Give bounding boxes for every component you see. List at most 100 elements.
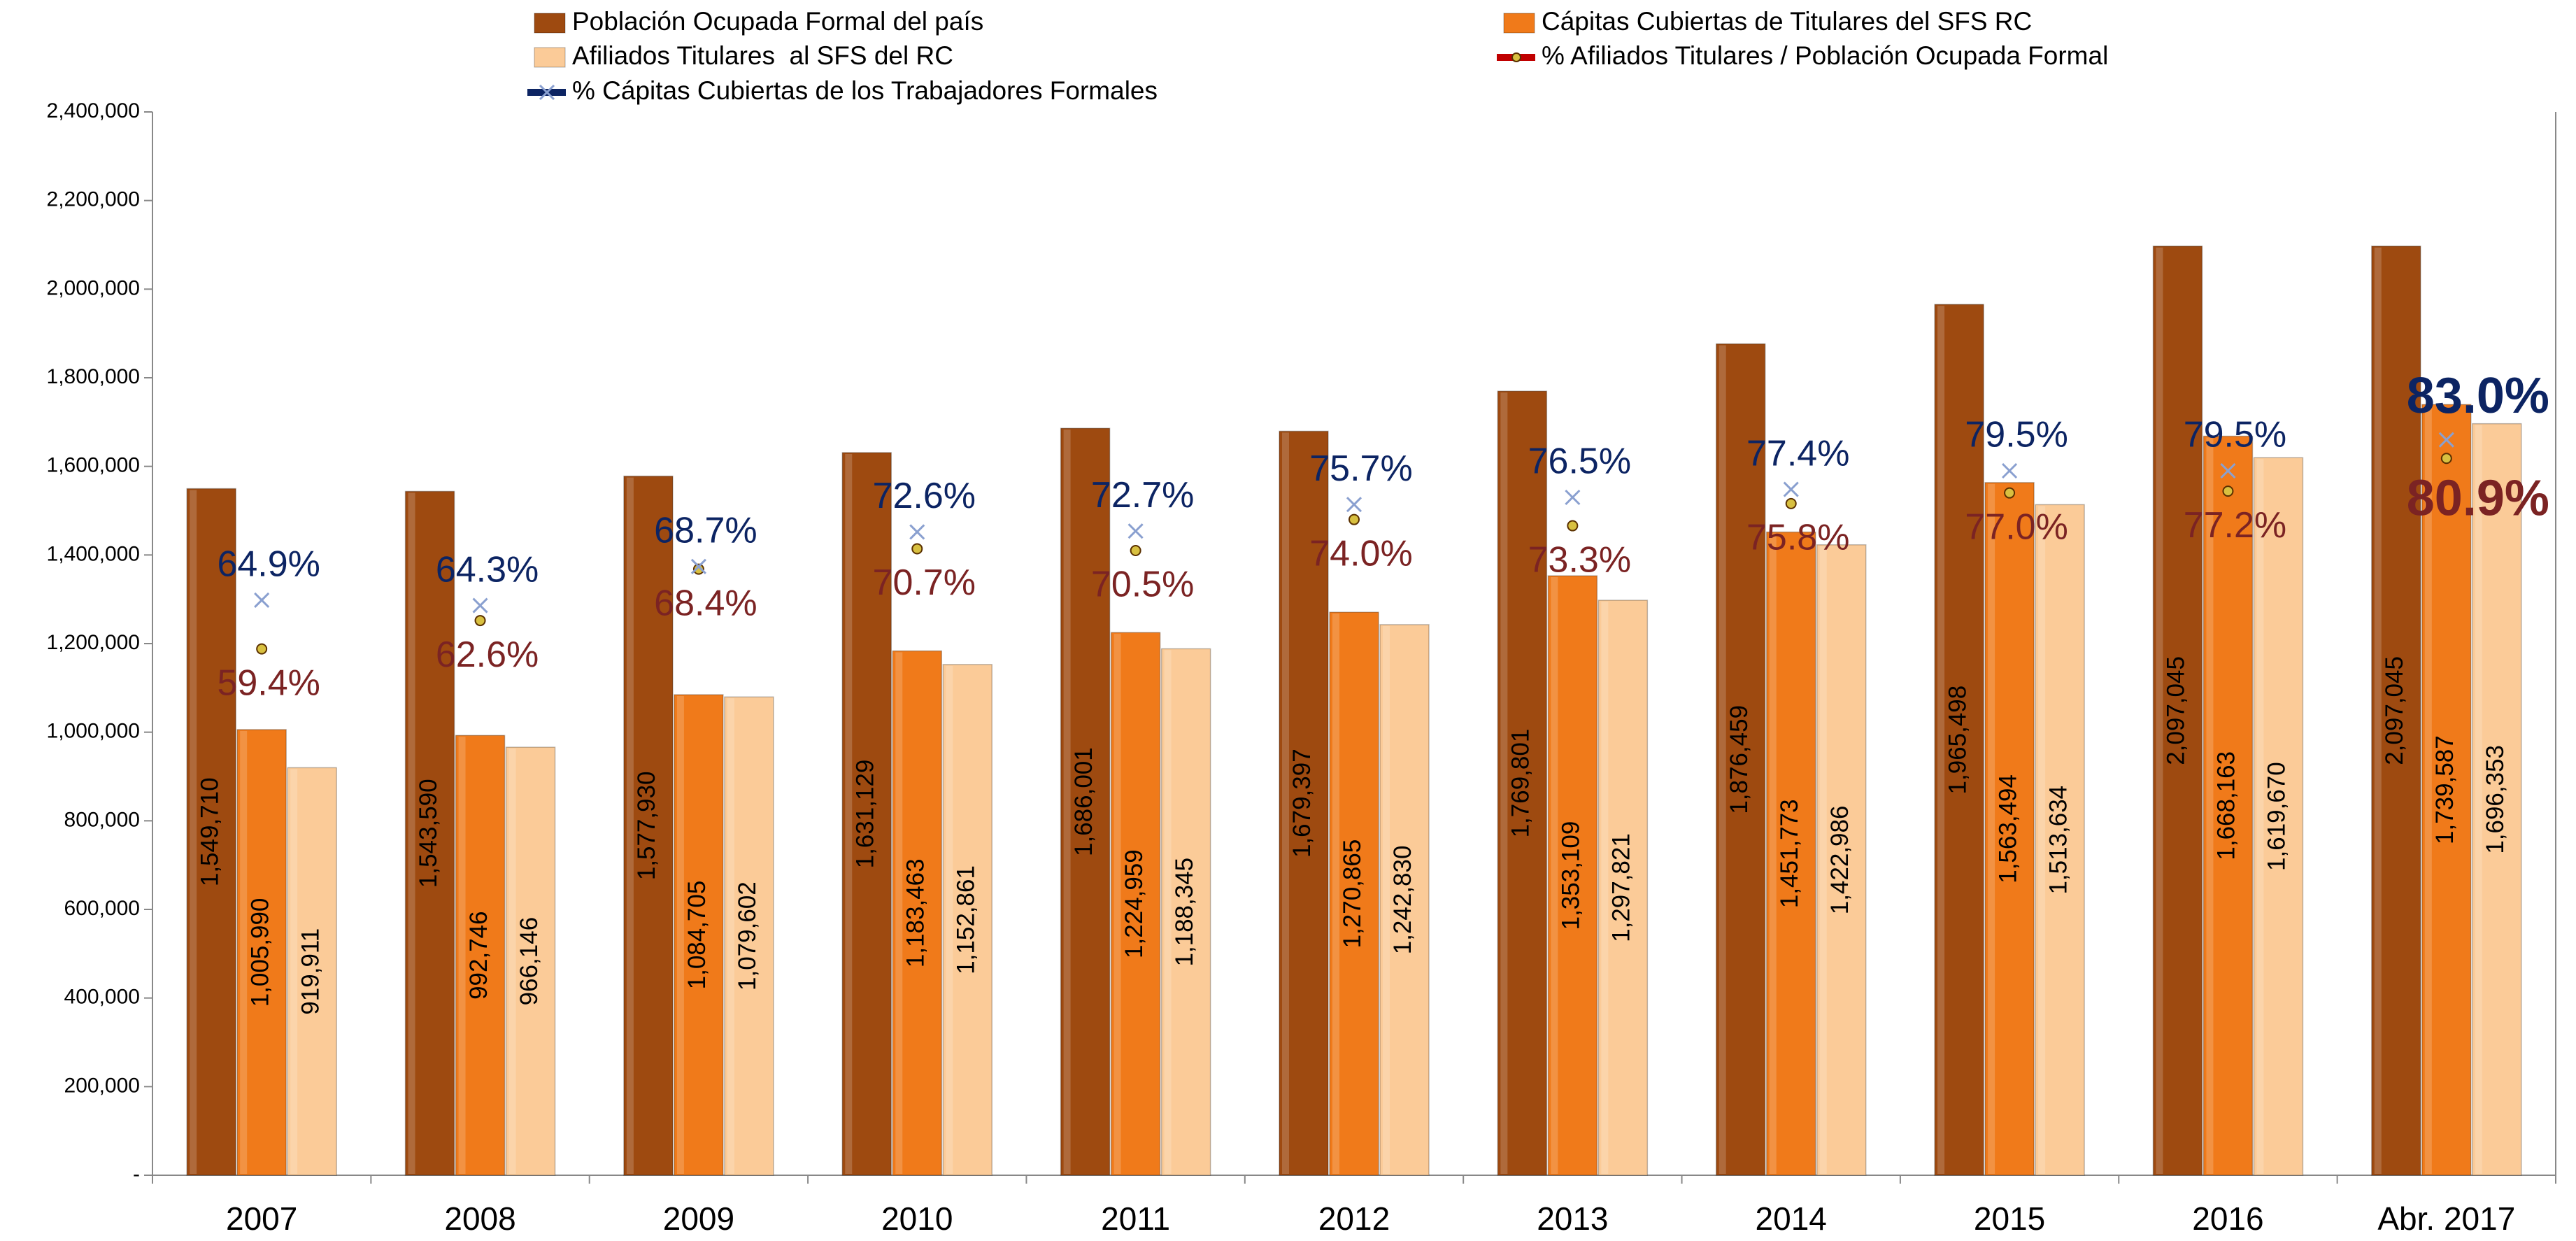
bar (2421, 404, 2472, 1176)
bar (2472, 423, 2522, 1176)
bar-value-label: 1,679,397 (1288, 749, 1316, 858)
line-marker (1785, 497, 1797, 509)
y-tick-label: - (133, 1163, 140, 1186)
y-tick-label: 2,400,000 (47, 99, 140, 122)
bar (623, 475, 674, 1176)
line-marker (1567, 520, 1579, 532)
line-marker (909, 524, 925, 540)
bar (1279, 430, 1329, 1176)
bar-highlight (1937, 306, 1945, 1175)
bar (1597, 600, 1649, 1176)
bar-value-label: 1,183,463 (902, 858, 930, 967)
bar (1934, 304, 1984, 1176)
line-value-label: 76.5% (1528, 441, 1631, 482)
line-marker (2220, 462, 2236, 479)
line-value-label: 64.3% (436, 549, 539, 590)
line-marker (1127, 523, 1144, 539)
bar (1816, 544, 1867, 1176)
y-tick-label: 1,400,000 (47, 542, 140, 565)
bar-value-label: 1,513,634 (2044, 786, 2072, 895)
bar-highlight (2374, 247, 2382, 1175)
x-tick-label: 2011 (1101, 1200, 1170, 1237)
bar (1765, 531, 1816, 1176)
x-tick-label: 2015 (1974, 1200, 2045, 1237)
y-tick-label: 2,200,000 (47, 188, 140, 211)
bar-highlight (1282, 432, 1289, 1175)
bar-highlight (946, 665, 953, 1174)
bar (186, 488, 236, 1176)
x-tick-label: 2010 (881, 1200, 953, 1237)
bar-highlight (408, 492, 415, 1174)
bar-highlight (2156, 247, 2163, 1175)
line-value-label: 59.4% (217, 662, 320, 703)
bar (2152, 246, 2203, 1176)
line-value-label: 74.0% (1309, 533, 1412, 574)
line-value-label: 75.7% (1309, 448, 1412, 489)
bar-value-label: 1,696,353 (2482, 745, 2509, 854)
bar-highlight (1063, 430, 1071, 1174)
bar-highlight (458, 737, 466, 1174)
line-value-label: 77.0% (1965, 506, 2068, 547)
bar-value-label: 1,668,163 (2213, 751, 2240, 860)
line-marker (1565, 489, 1581, 506)
legend-swatch (1503, 13, 1535, 34)
line-marker (2222, 485, 2234, 497)
bar-value-label: 1,422,986 (1826, 806, 1853, 915)
line-marker (690, 558, 706, 574)
x-tick-label: 2016 (2192, 1200, 2263, 1237)
bar-value-label: 1,543,590 (415, 779, 442, 888)
bar (2203, 435, 2254, 1176)
line-value-label: 73.3% (1528, 539, 1631, 580)
line-marker (2002, 462, 2018, 479)
bar (236, 729, 287, 1176)
legend-label: % Cápitas Cubiertas de los Trabajadores … (572, 76, 1158, 105)
bar-value-label: 1,353,109 (1558, 821, 1585, 930)
x-tick-label: 2013 (1537, 1200, 1608, 1237)
line-marker (911, 543, 923, 555)
legend-swatch (534, 47, 566, 68)
bar-value-label: 992,746 (465, 911, 492, 1000)
bar-highlight (2475, 425, 2482, 1175)
bar (505, 746, 556, 1176)
bar-highlight (845, 453, 853, 1174)
bar-highlight (240, 730, 248, 1174)
bar-value-label: 1,224,959 (1120, 849, 1148, 958)
bar-value-label: 1,005,990 (246, 898, 273, 1007)
bar-highlight (1551, 577, 1558, 1174)
bar (455, 735, 506, 1176)
bar (1379, 624, 1430, 1176)
bar-highlight (1500, 392, 1508, 1175)
line-value-label: 72.7% (1091, 475, 1194, 516)
bar (2035, 504, 2085, 1176)
bar-highlight (2256, 459, 2264, 1174)
bar-highlight (1332, 614, 1339, 1174)
legend-swatch (534, 13, 566, 34)
bar-value-label: 919,911 (297, 928, 324, 1015)
line-marker (256, 643, 268, 655)
y-tick-label: 400,000 (64, 986, 140, 1009)
bar (404, 490, 455, 1176)
x-tick-label: 2008 (444, 1200, 515, 1237)
line-marker (1349, 513, 1360, 525)
bar (942, 664, 993, 1176)
x-tick-label: 2014 (1756, 1200, 1827, 1237)
legend-marker (1511, 52, 1521, 62)
bar (1984, 482, 2035, 1176)
line-marker (2438, 432, 2454, 448)
bar-value-label: 1,549,710 (196, 777, 223, 886)
bar-highlight (1819, 546, 1827, 1174)
bar-value-label: 1,079,602 (734, 881, 761, 991)
line-marker (474, 615, 486, 627)
bar-value-label: 1,876,459 (1725, 705, 1753, 814)
bar-value-label: 1,577,930 (633, 771, 660, 880)
bar (724, 696, 774, 1176)
line-value-label: 80.9% (2407, 471, 2549, 527)
bar-value-label: 1,686,001 (1070, 747, 1097, 856)
bar-value-label: 1,965,498 (1944, 686, 1971, 795)
y-tick-label: 800,000 (64, 808, 140, 831)
line-marker (692, 563, 704, 575)
line-marker (1346, 497, 1362, 513)
line-marker (1130, 545, 1141, 556)
bar-highlight (1113, 634, 1121, 1174)
